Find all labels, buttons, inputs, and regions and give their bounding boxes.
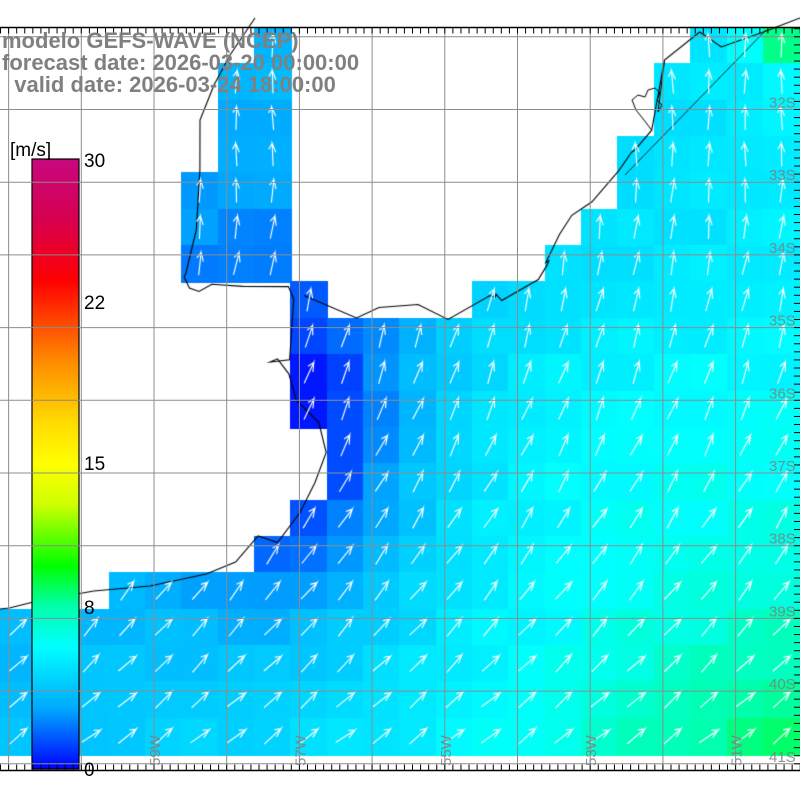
svg-text:33S: 33S <box>769 167 796 184</box>
svg-text:57W: 57W <box>292 734 309 766</box>
svg-text:53W: 53W <box>583 734 600 766</box>
svg-text:59W: 59W <box>147 734 164 766</box>
svg-text:35S: 35S <box>769 313 796 330</box>
svg-text:51W: 51W <box>729 734 746 766</box>
svg-text:41S: 41S <box>769 749 796 766</box>
svg-text:55W: 55W <box>438 734 455 766</box>
svg-text:37S: 37S <box>769 458 796 475</box>
svg-text:34S: 34S <box>769 240 796 257</box>
svg-text:38S: 38S <box>769 531 796 548</box>
svg-text:39S: 39S <box>769 603 796 620</box>
svg-text:36S: 36S <box>769 385 796 402</box>
svg-text:32S: 32S <box>769 95 796 112</box>
svg-text:40S: 40S <box>769 676 796 693</box>
